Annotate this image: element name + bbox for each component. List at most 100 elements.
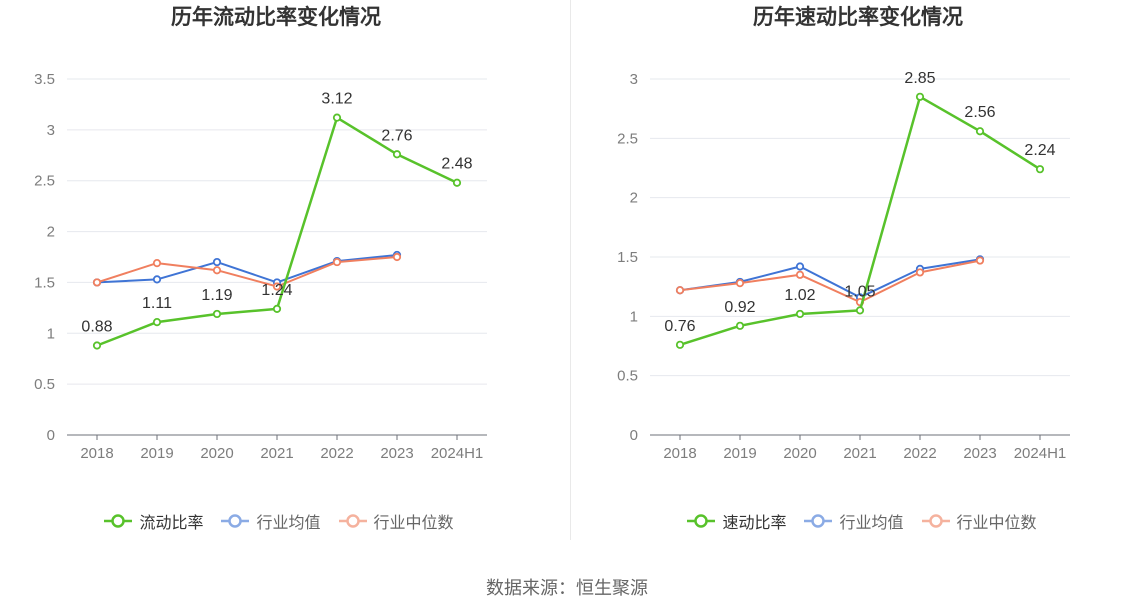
ratio-point [915,92,925,101]
y-tick-label: 1 [630,308,638,325]
industry-average-line [96,254,398,284]
x-tick-label: 2018 [80,445,113,462]
ratio-point [212,309,222,319]
x-tick-label: 2024H1 [1014,445,1067,462]
industry-median-point [675,286,685,295]
y-tick-label: 1.5 [617,249,638,266]
line-circle-marker-icon [687,514,716,528]
industry-median-line [679,259,981,304]
industry-median-point [735,279,745,288]
industry-median-point [332,257,342,267]
legend-label: 行业均值 [839,515,904,532]
x-tick-label: 2020 [200,445,233,462]
line-circle-marker-icon [221,514,250,528]
ratio-point [392,150,402,159]
ratio-point [452,178,462,187]
data-label: 1.19 [201,287,232,304]
legend-label: 行业均值 [256,515,321,532]
current-ratio-chart: 0 0.5 1 1.5 2 2.5 3 3.5 2018 2019 2020 2021 2022 2023… [34,71,487,462]
ratio-point [675,340,685,349]
industry-median-point [272,282,282,291]
quick-ratio-chart: 0 0.5 1 1.5 2 2.5 3 2018 2019 2020 2021 2022 2023 202… [617,70,1070,462]
x-tick-label: 2020 [783,445,816,462]
industry-average-series [675,255,985,302]
ratio-point [795,309,805,319]
data-label: 1.24 [261,282,292,299]
industry-median-point [975,256,985,265]
industry-average-point [795,262,805,271]
ratio-point [152,317,162,327]
industry-median-point [795,270,805,279]
industry-median-series [92,252,402,291]
quick-ratio-legend: 速动比率 行业均值 行业中位数 [583,510,1134,532]
data-label: 1.11 [142,295,172,312]
ratio-point [332,113,342,122]
data-label: 0.88 [81,318,112,335]
legend-item-current-ratio[interactable]: 流动比率 [104,509,203,533]
industry-median-point [392,252,402,262]
ratio-series [92,113,462,350]
x-tick-label: 2018 [663,445,696,462]
x-tick-label: 2022 [903,445,936,462]
ratio-point [272,304,282,313]
y-tick-label: 0 [630,427,638,444]
data-label: 0.92 [724,299,755,316]
quick-ratio-chart-title: 历年速动比率变化情况 [753,6,963,29]
industry-median-point [212,266,222,275]
data-label: 2.48 [441,156,472,173]
legend-label: 行业中位数 [956,515,1037,532]
industry-median-point [915,268,925,277]
legend-label: 流动比率 [139,515,204,532]
y-tick-label: 3 [47,122,55,139]
line-circle-marker-icon [104,514,133,528]
x-tick-label: 2019 [140,445,173,462]
x-tick-label: 2023 [963,445,996,462]
ratio-series [675,92,1045,349]
line-circle-marker-icon [338,514,367,528]
data-label: 3.12 [321,91,352,108]
y-tick-label: 0.5 [34,376,55,393]
current-ratio-chart-title: 历年流动比率变化情况 [171,6,381,29]
legend-label: 速动比率 [722,515,787,532]
legend-item-industry-average[interactable]: 行业均值 [221,509,321,533]
y-tick-label: 3.5 [34,71,55,88]
industry-median-series [675,256,985,307]
data-label: 1.02 [784,287,815,304]
chart-divider [570,0,571,540]
legend-label: 行业中位数 [373,515,454,532]
y-tick-label: 2 [630,190,638,207]
industry-average-point [212,257,222,267]
x-tick-label: 2021 [843,445,876,462]
y-tick-label: 2.5 [617,130,638,147]
x-tick-label: 2023 [380,445,413,462]
current-ratio-legend: 流动比率 行业均值 行业中位数 [0,510,558,532]
y-tick-label: 1.5 [34,274,55,291]
industry-average-point [152,275,162,284]
ratio-point [92,341,102,350]
x-tick-label: 2019 [723,445,756,462]
y-tick-label: 0.5 [617,368,638,385]
data-label: 0.76 [664,318,695,335]
legend-item-quick-ratio[interactable]: 速动比率 [687,509,786,533]
legend-item-industry-average[interactable]: 行业均值 [804,509,904,533]
y-tick-label: 0 [47,427,55,444]
data-label: 2.24 [1024,142,1055,159]
x-tick-label: 2022 [320,445,353,462]
y-tick-label: 1 [47,325,55,342]
data-source-note: 数据来源：恒生聚源 [486,578,648,598]
data-label: 1.05 [844,283,875,300]
y-tick-label: 3 [630,71,638,88]
industry-average-line [679,258,981,299]
line-circle-marker-icon [804,514,833,528]
ratio-point [975,127,985,136]
x-tick-label: 2021 [260,445,293,462]
legend-item-industry-median[interactable]: 行业中位数 [921,509,1037,533]
ratio-point [855,306,865,315]
line-circle-marker-icon [921,514,950,528]
data-label: 2.76 [381,127,412,144]
legend-item-industry-median[interactable]: 行业中位数 [338,509,454,533]
y-tick-label: 2 [47,224,55,241]
industry-median-point [152,259,162,268]
